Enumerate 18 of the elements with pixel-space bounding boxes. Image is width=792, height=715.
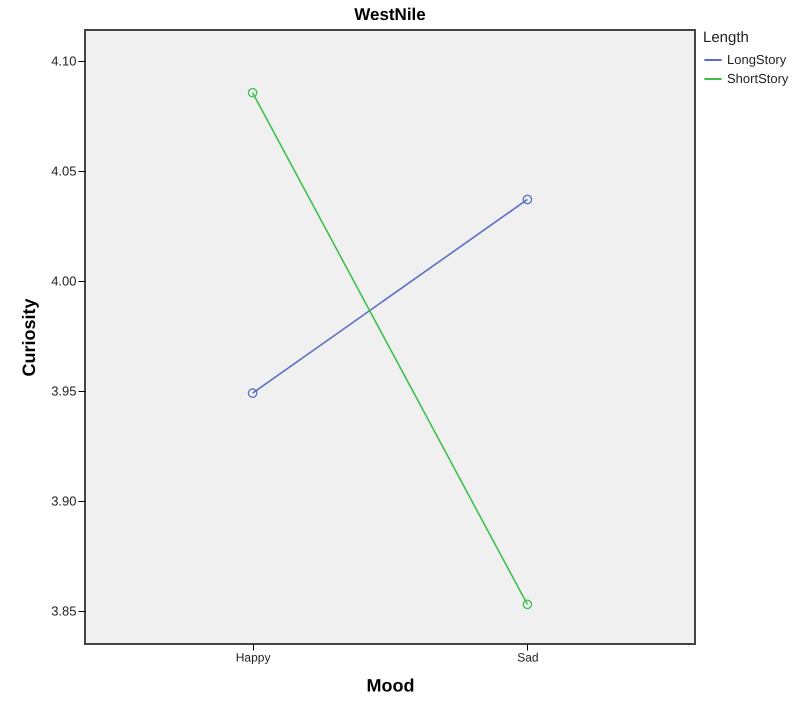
chart-title: WestNile [354,5,426,24]
x-tick-label: Sad [517,650,539,664]
y-axis-title: Curiosity [19,298,40,377]
legend-title: Length [703,29,749,46]
x-tick-label: Happy [236,650,270,664]
legend-label: LongStory [727,52,787,67]
point [522,600,532,610]
y-tick-label: 3.95 [51,383,76,398]
point [248,388,258,398]
point [522,194,532,204]
y-tick-label: 3.90 [51,493,76,508]
y-tick-label: 4.05 [51,163,76,178]
x-axis-title: Mood [366,676,414,696]
y-tick-label: 4.10 [51,53,76,68]
y-tick-label: 3.85 [51,603,76,618]
point [248,88,258,98]
legend-label: ShortStory [727,71,789,86]
y-tick-label: 4.00 [51,273,76,288]
